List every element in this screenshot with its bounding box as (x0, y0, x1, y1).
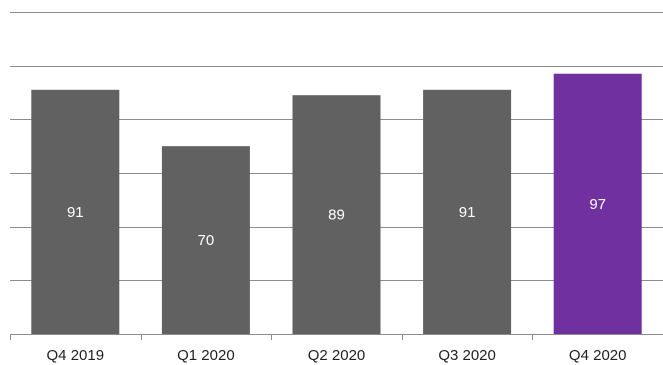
x-tick-label-q2-2020: Q2 2020 (308, 347, 366, 364)
data-label-q4-2020: 97 (589, 196, 606, 213)
x-tick-label-q1-2020: Q1 2020 (177, 347, 235, 364)
data-label-q3-2020: 91 (459, 204, 476, 221)
x-axis: Q4 2019 Q1 2020 Q2 2020 Q3 2020 Q4 2020 (10, 334, 663, 364)
data-label-q2-2020: 89 (328, 207, 345, 224)
x-tick-label-q3-2020: Q3 2020 (438, 347, 496, 364)
x-tick-label-q4-2020: Q4 2020 (569, 347, 627, 364)
bars-group (31, 73, 642, 334)
bar-q4-2020 (553, 73, 642, 334)
bar-q3-2020 (423, 89, 512, 334)
data-label-q1-2020: 70 (198, 232, 215, 249)
bar-q2-2020 (292, 95, 381, 334)
x-tick-label-q4-2019: Q4 2019 (47, 347, 105, 364)
bar-q4-2019 (31, 89, 120, 334)
data-label-q4-2019: 91 (67, 204, 84, 221)
data-labels-group: 91 70 89 91 97 (67, 196, 606, 249)
bar-q1-2020 (161, 146, 250, 334)
